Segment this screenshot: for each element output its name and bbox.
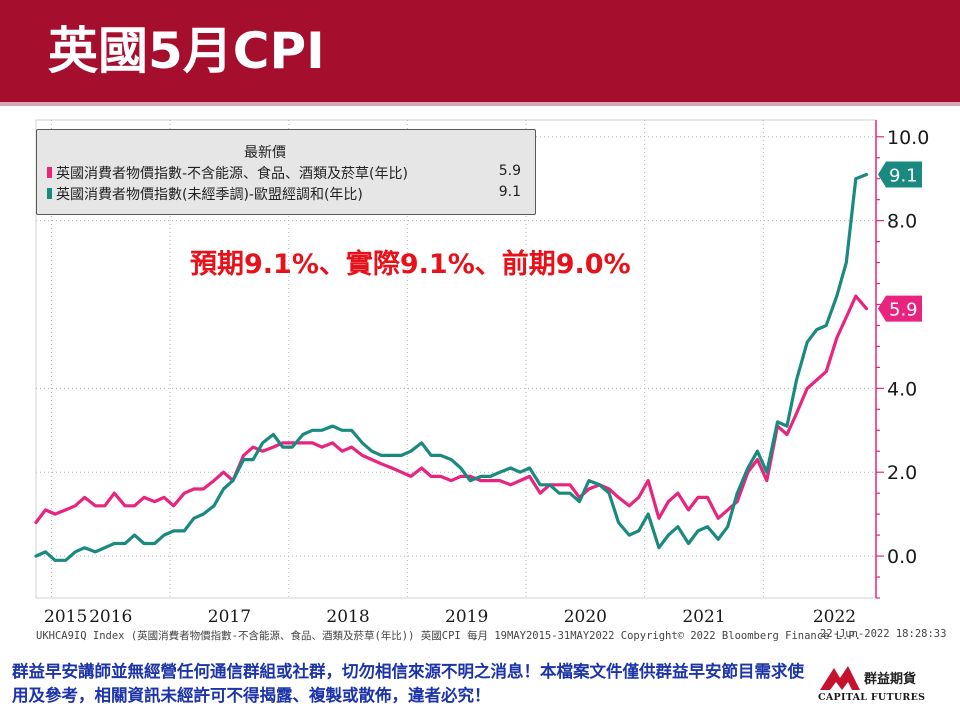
x-tick-label: 2017 (208, 607, 251, 627)
legend-swatch-hicp (47, 188, 52, 199)
last-value-tag-core-cpi (878, 295, 922, 322)
company-logo: 群益期貨 CAPITAL FUTURES (818, 664, 950, 710)
last-value-label: 5.9 (889, 300, 918, 321)
page-title: 英國5月CPI (48, 22, 325, 80)
update-timestamp: 22-Jun-2022 18:28:33 (820, 628, 947, 640)
chart-labels: 0.0 2.0 4.0 8.0 10.0 2015 2016 2017 2018 2019 2020… (44, 127, 929, 627)
legend-label-core-cpi: 英國消費者物價指數-不含能源、食品、酒類及菸草(年比) (56, 166, 408, 182)
disclaimer-text: 群益早安講師並無經營任何通信群組或社群，切勿相信來源不明之消息！本檔案文件僅供群… (12, 662, 804, 705)
legend-value-core-cpi: 5.9 (498, 163, 521, 179)
cpi-line-chart: 0.0 2.0 4.0 8.0 10.0 2015 2016 2017 2018 2019 2020… (34, 119, 929, 627)
legend-swatch-core-cpi (47, 167, 52, 178)
header-bar: 英國5月CPI (0, 0, 960, 102)
x-tick-label: 2022 (813, 607, 856, 627)
y-tick-label: 10.0 (887, 127, 929, 149)
y-tick-label: 2.0 (887, 462, 917, 484)
legend-label-hicp: 英國消費者物價指數(未經季調)-歐盟經調和(年比) (56, 187, 363, 203)
logo-mark-icon (820, 666, 860, 690)
y-tick-label: 8.0 (887, 211, 917, 233)
last-value-label: 9.1 (889, 166, 918, 187)
chart-legend: 最新價 英國消費者物價指數-不含能源、食品、酒類及菸草(年比) 5.9 英國消費… (36, 129, 536, 215)
y-tick-label: 0.0 (887, 546, 917, 568)
legend-entry-core-cpi: 英國消費者物價指數-不含能源、食品、酒類及菸草(年比) 5.9 (47, 163, 531, 182)
chart-axes (875, 120, 884, 599)
series-line-hicp (34, 172, 869, 562)
x-tick-label: 2020 (564, 607, 607, 627)
chart-series (34, 172, 869, 562)
legend-entry-hicp: 英國消費者物價指數(未經季調)-歐盟經調和(年比) 9.1 (47, 184, 531, 203)
x-tick-label: 2015 (44, 607, 87, 627)
x-tick-label: 2019 (445, 607, 488, 627)
legend-value-hicp: 9.1 (498, 184, 521, 200)
legend-title: 最新價 (244, 145, 286, 161)
logo-name: 群益期貨 (864, 672, 917, 687)
x-tick-label: 2018 (326, 607, 369, 627)
logo-english-name: CAPITAL FUTURES (818, 692, 926, 703)
last-value-tag-hicp (878, 161, 922, 188)
series-line-core-cpi (34, 294, 869, 525)
x-tick-label: 2021 (682, 607, 725, 627)
y-tick-label: 4.0 (887, 378, 917, 400)
source-line: UKHCA9IQ Index (英國消費者物價指數-不含能源、食品、酒類及菸草(… (36, 630, 862, 642)
x-tick-label: 2016 (89, 607, 132, 627)
header-divider (0, 102, 960, 106)
forecast-annotation: 預期9.1%、實際9.1%、前期9.0% (190, 249, 631, 280)
